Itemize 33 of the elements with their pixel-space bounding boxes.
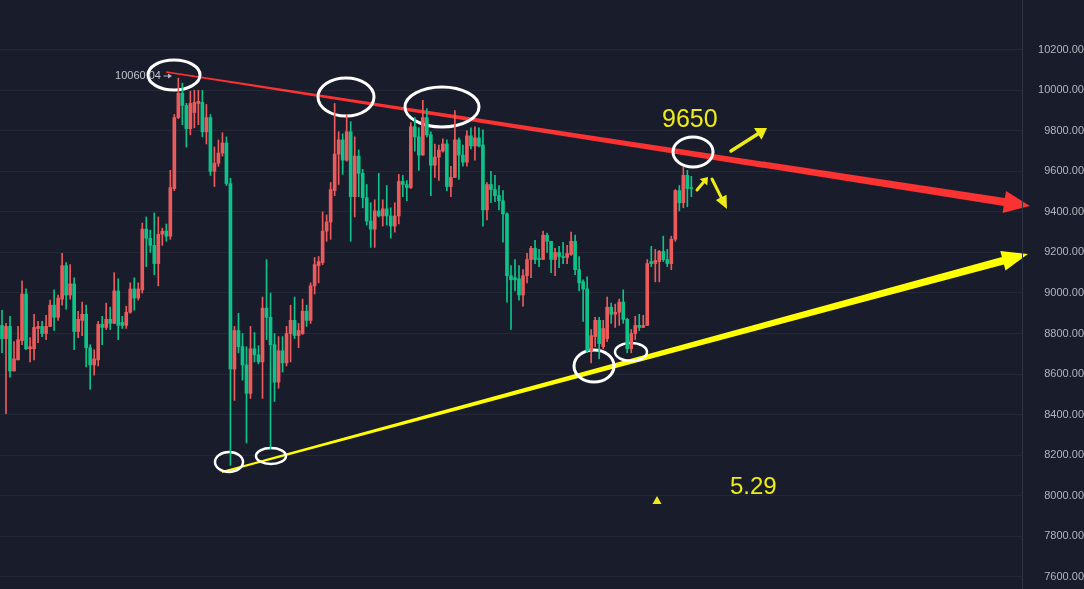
candlestick [144,216,149,267]
candlestick [649,246,654,267]
y-tick-label: 9800.00 [1044,123,1084,136]
candlestick [537,249,541,267]
y-tick-label: 7800.00 [1044,529,1084,542]
candlestick [489,171,493,204]
y-tick-label: 8000.00 [1044,488,1084,501]
y-tick-label: 9000.00 [1044,286,1084,299]
y-tick-label: 9400.00 [1044,204,1084,217]
y-tick-label: 7600.00 [1044,569,1084,582]
y-tick-label: 9200.00 [1044,245,1084,258]
y-tick-label: 10200.00 [1038,42,1084,55]
candlestick [561,241,565,264]
y-tick-label: 8200.00 [1044,448,1084,461]
y-tick-label: 10000.00 [1038,83,1084,96]
candlestick [400,175,405,197]
y-tick-label: 8600.00 [1044,367,1084,380]
candlestick [557,246,561,268]
y-tick-label: 9600.00 [1044,164,1084,177]
candlestick [613,303,618,328]
annotation: 5.29 [730,472,777,499]
y-tick-label: 8800.00 [1044,326,1084,339]
candlestick [80,301,84,336]
candlestick [100,315,105,346]
annotation: 9650 [662,104,718,132]
candlestick [473,126,477,161]
candlestick [653,249,658,283]
candlestick [4,323,8,414]
candlestick [132,277,137,311]
candlestick [637,313,642,331]
y-tick-label: 8400.00 [1044,407,1084,420]
candlestick [108,306,113,330]
candlestick [376,173,381,218]
